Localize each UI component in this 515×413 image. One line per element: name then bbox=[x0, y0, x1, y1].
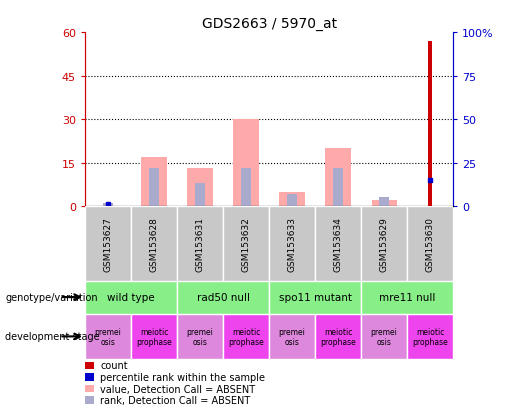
Title: GDS2663 / 5970_at: GDS2663 / 5970_at bbox=[201, 17, 337, 31]
Text: genotype/variation: genotype/variation bbox=[5, 292, 98, 302]
Bar bbox=[361, 314, 407, 359]
Bar bbox=[141, 157, 167, 206]
Text: meiotic
prophase: meiotic prophase bbox=[136, 327, 172, 346]
Bar bbox=[177, 281, 269, 314]
Text: premei
osis: premei osis bbox=[95, 327, 122, 346]
Bar bbox=[407, 314, 453, 359]
Bar bbox=[361, 206, 407, 281]
Text: GSM153629: GSM153629 bbox=[380, 216, 389, 271]
Text: GSM153632: GSM153632 bbox=[242, 216, 251, 271]
Bar bbox=[407, 206, 453, 281]
Text: percentile rank within the sample: percentile rank within the sample bbox=[100, 372, 265, 382]
Bar bbox=[177, 314, 223, 359]
Bar bbox=[287, 195, 297, 206]
Text: GSM153634: GSM153634 bbox=[334, 216, 342, 271]
Text: rad50 null: rad50 null bbox=[197, 292, 250, 302]
Bar bbox=[241, 169, 251, 206]
Text: GSM153631: GSM153631 bbox=[196, 216, 204, 271]
Bar bbox=[85, 314, 131, 359]
Bar bbox=[371, 201, 397, 206]
Text: GSM153627: GSM153627 bbox=[104, 216, 112, 271]
Text: count: count bbox=[100, 361, 128, 370]
Bar bbox=[315, 314, 361, 359]
Bar bbox=[195, 183, 205, 206]
Text: mre11 null: mre11 null bbox=[379, 292, 435, 302]
Text: value, Detection Call = ABSENT: value, Detection Call = ABSENT bbox=[100, 384, 255, 394]
Bar bbox=[361, 281, 453, 314]
Bar bbox=[269, 281, 361, 314]
Bar bbox=[325, 149, 351, 206]
Bar bbox=[428, 42, 433, 206]
Bar bbox=[85, 281, 177, 314]
Text: premei
osis: premei osis bbox=[371, 327, 398, 346]
Bar bbox=[333, 169, 343, 206]
Text: rank, Detection Call = ABSENT: rank, Detection Call = ABSENT bbox=[100, 395, 251, 405]
Text: wild type: wild type bbox=[107, 292, 155, 302]
Text: development stage: development stage bbox=[5, 332, 100, 342]
Bar bbox=[223, 314, 269, 359]
Bar bbox=[379, 198, 389, 206]
Bar bbox=[315, 206, 361, 281]
Bar bbox=[269, 314, 315, 359]
Text: premei
osis: premei osis bbox=[186, 327, 214, 346]
Bar bbox=[85, 206, 131, 281]
Text: GSM153633: GSM153633 bbox=[287, 216, 297, 271]
Bar bbox=[187, 169, 213, 206]
Bar bbox=[223, 206, 269, 281]
Bar bbox=[177, 206, 223, 281]
Text: premei
osis: premei osis bbox=[279, 327, 305, 346]
Text: GSM153630: GSM153630 bbox=[426, 216, 435, 271]
Text: meiotic
prophase: meiotic prophase bbox=[228, 327, 264, 346]
Text: meiotic
prophase: meiotic prophase bbox=[320, 327, 356, 346]
Text: spo11 mutant: spo11 mutant bbox=[279, 292, 352, 302]
Text: meiotic
prophase: meiotic prophase bbox=[413, 327, 448, 346]
Bar bbox=[233, 120, 259, 206]
Bar bbox=[131, 206, 177, 281]
Bar bbox=[131, 314, 177, 359]
Bar bbox=[269, 206, 315, 281]
Bar bbox=[280, 192, 305, 206]
Bar bbox=[103, 204, 113, 206]
Text: GSM153628: GSM153628 bbox=[149, 216, 159, 271]
Bar bbox=[149, 169, 159, 206]
